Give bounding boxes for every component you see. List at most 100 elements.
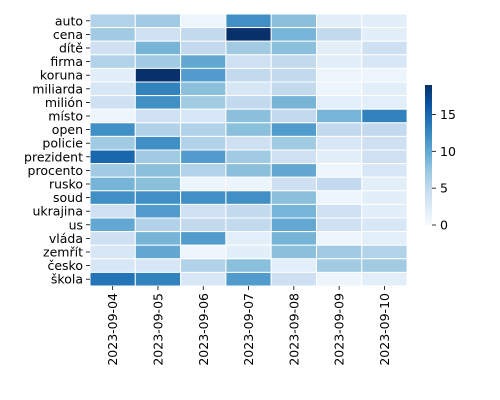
heatmap-cell [225, 203, 272, 219]
heatmap-cell [134, 163, 182, 178]
heatmap-cell [361, 40, 408, 56]
heatmap-cell [361, 54, 408, 69]
heatmap-cell [225, 244, 272, 260]
x-tick-label: 2023-09-10 [377, 293, 392, 366]
colorbar: 0 5 10 15 [425, 85, 456, 233]
y-tick-label: místo [48, 109, 83, 124]
x-tick-label: 2023-09-09 [332, 293, 347, 366]
heatmap-cell [270, 217, 318, 233]
heatmap-cell [134, 108, 182, 124]
y-tick-label: česko [47, 258, 83, 273]
heatmap-cell [316, 13, 363, 29]
heatmap-cell [225, 13, 272, 29]
heatmap-cell [270, 40, 318, 56]
heatmap-cell [89, 271, 136, 287]
heatmap-cell [361, 258, 408, 273]
heatmap-cell [134, 176, 182, 192]
heatmap-cell [270, 67, 318, 83]
x-tick-labels: 2023-09-04 2023-09-05 2023-09-06 2023-09-07… [105, 286, 392, 366]
heatmap-cells [89, 13, 408, 287]
heatmap-cell [316, 190, 363, 205]
heatmap-cell [89, 244, 136, 260]
heatmap-cell [89, 27, 136, 42]
heatmap-cell [225, 40, 272, 56]
y-tick-label: soud [53, 190, 83, 205]
heatmap-cell [225, 67, 272, 83]
heatmap-cell [270, 135, 318, 151]
y-tick-label: prezident [24, 149, 83, 164]
heatmap-cell [134, 40, 182, 56]
x-tick-label: 2023-09-06 [196, 293, 211, 366]
heatmap-cell [316, 54, 363, 69]
heatmap-cell [225, 122, 272, 137]
heatmap-cell [225, 27, 272, 42]
y-tick-label: zemřít [43, 245, 83, 260]
heatmap-cell [316, 231, 363, 246]
heatmap-cell [134, 81, 182, 97]
heatmap-cell [89, 40, 136, 56]
heatmap-cell [361, 163, 408, 178]
y-tick-label: ukrajina [33, 204, 84, 219]
colorbar-tick-label: 15 [440, 107, 456, 122]
heatmap-cell [180, 40, 227, 56]
heatmap-cell [316, 108, 363, 124]
y-tick-labels: autocenadítěfirmakorunamiliardamiliónmís… [24, 13, 90, 287]
heatmap-cell [316, 244, 363, 260]
heatmap-cell [270, 244, 318, 260]
heatmap-cell [270, 231, 318, 246]
heatmap-cell [134, 27, 182, 42]
x-tick-label: 2023-09-08 [286, 293, 301, 366]
colorbar-tick-label: 0 [440, 218, 448, 233]
heatmap-cell [316, 163, 363, 178]
heatmap-cell [134, 217, 182, 233]
heatmap-cell [316, 176, 363, 192]
y-tick-label: škola [51, 272, 83, 287]
y-tick-label: miliarda [32, 81, 83, 96]
heatmap-cell [361, 13, 408, 29]
y-tick-label: open [52, 122, 83, 137]
heatmap-cell [89, 176, 136, 192]
heatmap-cell [180, 258, 227, 273]
heatmap-cell [361, 244, 408, 260]
heatmap-cell [180, 135, 227, 151]
heatmap-cell [270, 149, 318, 165]
heatmap-cell [316, 95, 363, 110]
heatmap-cell [225, 163, 272, 178]
heatmap-cell [225, 95, 272, 110]
heatmap-cell [270, 122, 318, 137]
heatmap-cell [180, 271, 227, 287]
heatmap-cell [89, 258, 136, 273]
heatmap-cell [89, 81, 136, 97]
heatmap-cell [225, 190, 272, 205]
heatmap-cell [89, 108, 136, 124]
heatmap-cell [180, 122, 227, 137]
y-tick-label: rusko [49, 177, 83, 192]
heatmap-cell [361, 231, 408, 246]
heatmap-cell [316, 40, 363, 56]
heatmap-cell [134, 190, 182, 205]
heatmap-cell [225, 81, 272, 97]
x-tick-label: 2023-09-04 [105, 293, 120, 366]
heatmap-cell [180, 95, 227, 110]
heatmap-cell [361, 190, 408, 205]
colorbar-tick-label: 10 [440, 144, 456, 159]
heatmap-cell [270, 54, 318, 69]
heatmap-cell [89, 135, 136, 151]
heatmap-cell [270, 271, 318, 287]
x-tick-label: 2023-09-07 [241, 293, 256, 366]
heatmap-cell [89, 122, 136, 137]
heatmap-cell [361, 271, 408, 287]
heatmap-cell [134, 54, 182, 69]
colorbar-gradient [425, 85, 432, 225]
y-tick-label: koruna [40, 68, 83, 83]
heatmap-cell [89, 203, 136, 219]
y-tick-label: vláda [49, 231, 83, 246]
heatmap-cell [225, 231, 272, 246]
heatmap-cell [89, 190, 136, 205]
heatmap-cell [225, 135, 272, 151]
heatmap-cell [89, 163, 136, 178]
heatmap-cell [225, 149, 272, 165]
heatmap-cell [180, 244, 227, 260]
heatmap-cell [270, 27, 318, 42]
heatmap-cell [361, 95, 408, 110]
